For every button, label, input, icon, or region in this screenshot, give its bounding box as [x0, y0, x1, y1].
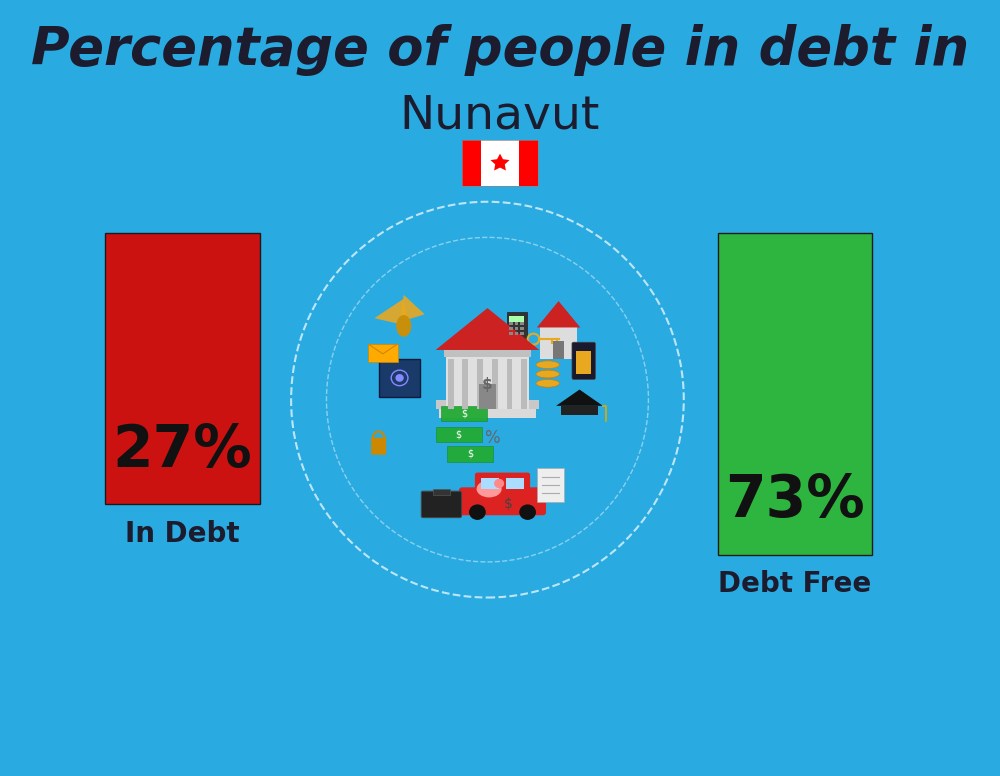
Ellipse shape — [477, 480, 502, 497]
Bar — [540, 327, 577, 359]
Bar — [441, 406, 487, 421]
Bar — [481, 140, 519, 186]
Bar — [521, 359, 527, 409]
Bar — [520, 332, 524, 335]
Bar — [462, 140, 538, 186]
Text: $: $ — [482, 376, 493, 392]
FancyBboxPatch shape — [459, 487, 546, 515]
FancyBboxPatch shape — [718, 233, 872, 555]
Text: 73%: 73% — [725, 472, 865, 528]
Bar — [368, 344, 398, 362]
Circle shape — [469, 504, 486, 520]
Bar — [506, 478, 524, 489]
FancyBboxPatch shape — [421, 491, 462, 518]
Bar — [509, 327, 513, 330]
Bar — [446, 351, 529, 409]
Text: In Debt: In Debt — [125, 520, 240, 548]
Bar — [519, 140, 538, 186]
Bar — [509, 316, 524, 322]
Bar — [462, 359, 468, 409]
Bar — [439, 409, 536, 418]
FancyBboxPatch shape — [105, 233, 260, 504]
Bar — [448, 359, 454, 409]
Text: Nunavut: Nunavut — [400, 94, 600, 139]
Bar — [515, 332, 518, 335]
Bar — [479, 384, 496, 409]
Bar — [444, 350, 531, 357]
Bar — [477, 359, 483, 409]
Polygon shape — [490, 154, 510, 171]
Polygon shape — [556, 390, 603, 406]
Bar — [433, 489, 450, 495]
Ellipse shape — [536, 370, 559, 378]
Bar — [492, 359, 498, 409]
Ellipse shape — [396, 315, 411, 337]
Ellipse shape — [536, 361, 559, 369]
Bar — [447, 446, 493, 462]
Text: $: $ — [504, 497, 513, 511]
Bar — [507, 312, 527, 340]
Text: $: $ — [467, 449, 473, 459]
Bar — [507, 359, 512, 409]
Bar — [515, 321, 518, 325]
FancyBboxPatch shape — [379, 359, 420, 397]
Circle shape — [395, 374, 404, 382]
Polygon shape — [436, 308, 539, 350]
Polygon shape — [537, 301, 580, 327]
Bar — [515, 327, 518, 330]
Ellipse shape — [536, 379, 559, 387]
FancyBboxPatch shape — [475, 473, 530, 493]
Bar — [481, 478, 499, 489]
Circle shape — [494, 479, 504, 488]
Text: 27%: 27% — [113, 421, 252, 479]
FancyBboxPatch shape — [572, 342, 595, 379]
Text: Debt Free: Debt Free — [718, 570, 872, 598]
Text: %: % — [484, 429, 499, 448]
Bar — [436, 400, 539, 409]
Bar — [462, 140, 481, 186]
Polygon shape — [374, 299, 408, 326]
Bar — [553, 341, 564, 359]
Bar — [561, 406, 598, 415]
Circle shape — [519, 504, 536, 520]
Bar — [509, 321, 513, 325]
Bar — [520, 321, 524, 325]
Bar — [436, 427, 482, 442]
Bar — [520, 327, 524, 330]
Text: Percentage of people in debt in: Percentage of people in debt in — [31, 24, 969, 77]
Polygon shape — [400, 295, 425, 322]
Bar — [537, 468, 564, 502]
Bar — [509, 332, 513, 335]
FancyBboxPatch shape — [371, 438, 386, 455]
Text: $: $ — [461, 409, 467, 418]
Text: $: $ — [456, 430, 462, 439]
Bar — [576, 351, 591, 374]
